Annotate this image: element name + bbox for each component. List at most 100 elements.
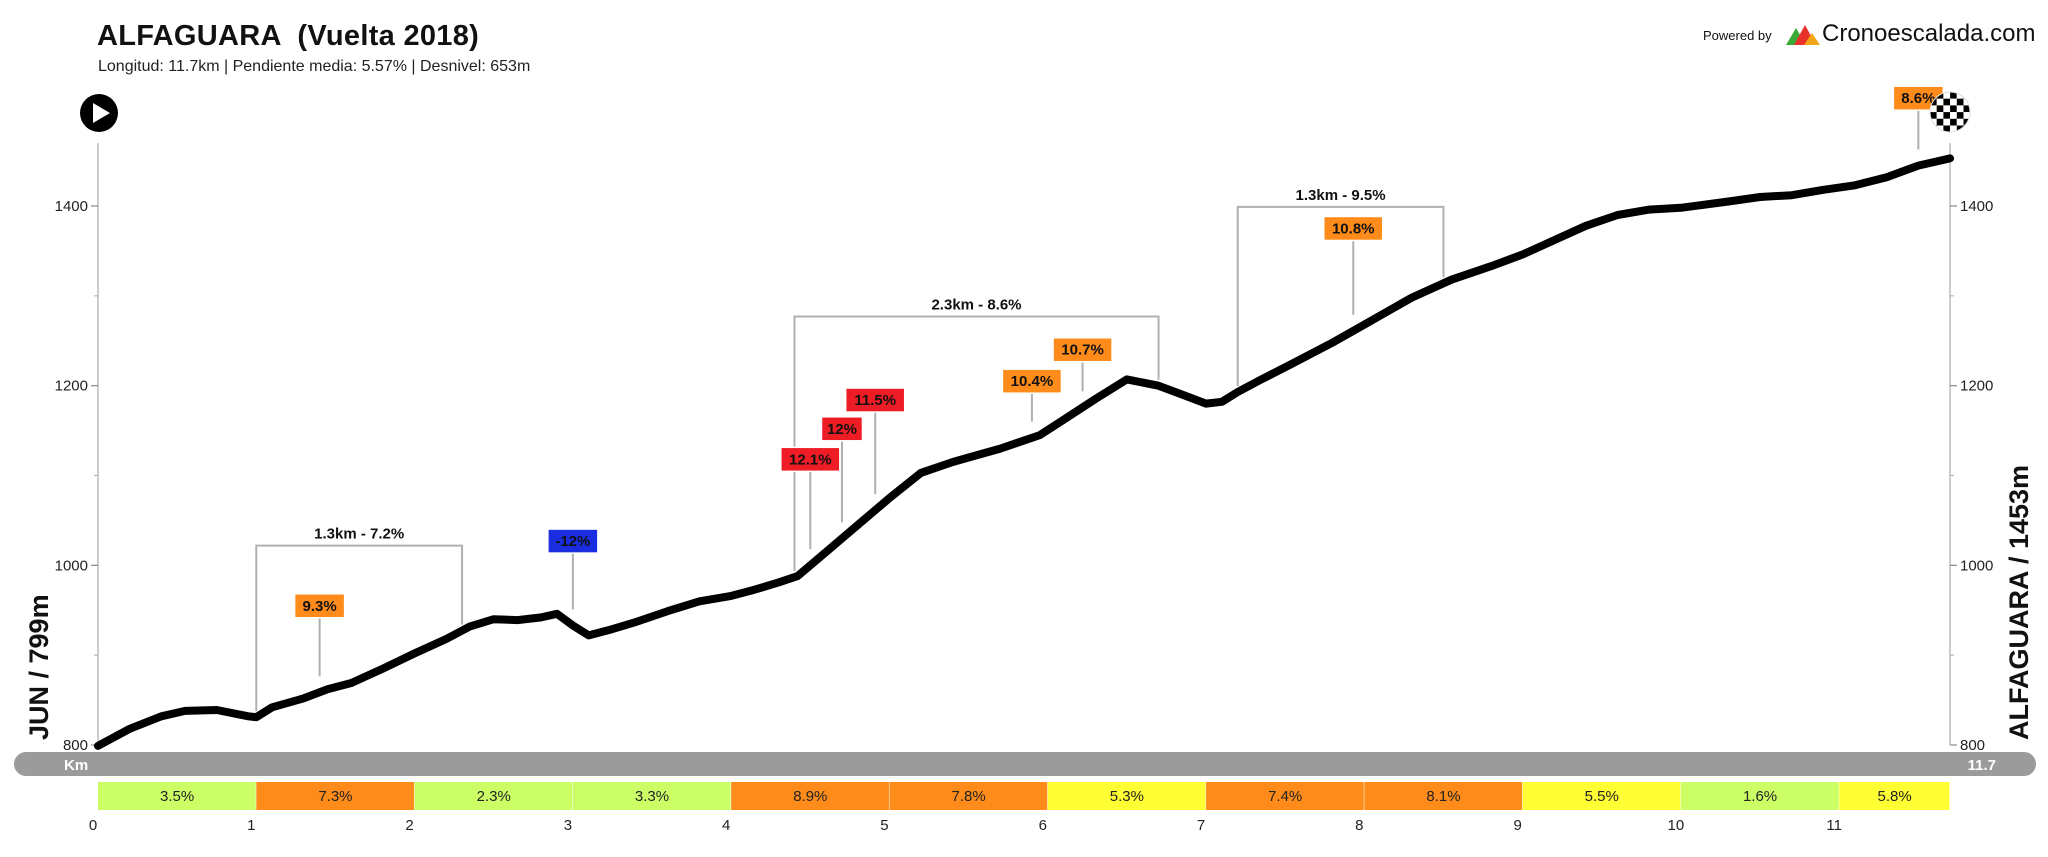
- checker-square: [1950, 125, 1957, 132]
- checker-square: [1936, 118, 1944, 126]
- start-location-label: JUN / 799m: [24, 594, 54, 740]
- grade-badge: [1001, 368, 1063, 394]
- grade-segment: [731, 782, 890, 810]
- checker-square: [1930, 112, 1937, 119]
- checker-square: [1956, 98, 1964, 106]
- checker-square: [1943, 112, 1951, 119]
- climb-bracket: [1236, 205, 1445, 386]
- checker-square: [1950, 118, 1957, 126]
- chart-subtitle: Longitud: 11.7km | Pendiente media: 5.57…: [98, 58, 531, 75]
- km-unit-label: Km: [64, 757, 88, 774]
- mountain-logo-icon: [1786, 25, 1820, 45]
- checker-square: [1936, 105, 1944, 113]
- checker-square: [1963, 98, 1970, 106]
- grade-badge: [1052, 336, 1113, 363]
- checker-square: [1950, 112, 1957, 119]
- checker-square: [1963, 112, 1970, 119]
- x-tick-label: 4: [722, 817, 730, 834]
- grade-badge-label: 10.7%: [1061, 342, 1104, 359]
- checker-square: [1943, 118, 1951, 126]
- checker-square: [1943, 105, 1951, 113]
- grade-badge-label: 10.8%: [1332, 220, 1375, 237]
- brand-link[interactable]: Cronoescalada.com: [1786, 20, 2035, 48]
- grade-badge-label: 10.4%: [1011, 373, 1054, 390]
- grade-badges: 9.3% -12% 12.1% 12% 11.5% 10.4% 10.7% 10.8% 8.6%: [293, 85, 1945, 677]
- checker-square: [1936, 98, 1944, 106]
- checker-square: [1950, 98, 1957, 106]
- checker-square: [1963, 105, 1970, 113]
- x-tick-label: 8: [1355, 817, 1363, 834]
- powered-by-label: Powered by: [1703, 28, 1772, 43]
- grade-segment: [414, 782, 573, 810]
- y-tick-label-right: 1000: [1960, 557, 1993, 574]
- checker-square: [1930, 98, 1937, 106]
- km-end-label: 11.7: [1968, 757, 1996, 774]
- grade-segment: [1206, 782, 1365, 810]
- climb-bracket-label: 2.3km - 8.6%: [931, 296, 1021, 313]
- grade-badge-label: 9.3%: [303, 598, 337, 615]
- grade-segment: [1522, 782, 1681, 810]
- grade-segment: [1839, 782, 1950, 810]
- x-tick-label: 9: [1513, 817, 1521, 834]
- grade-segment-label: 2.3%: [477, 788, 511, 805]
- checker-square: [1943, 98, 1951, 106]
- checker-square: [1930, 105, 1937, 113]
- checker-square: [1950, 92, 1957, 99]
- grade-segment: [889, 782, 1048, 810]
- grade-segment: [98, 782, 257, 810]
- grade-segment-label: 8.1%: [1426, 788, 1460, 805]
- markers: [80, 91, 1971, 133]
- climb-bracket-label: 1.3km - 7.2%: [314, 526, 404, 543]
- checker-square: [1956, 112, 1964, 119]
- x-tick-label: 2: [405, 817, 413, 834]
- grade-segments: 3.5% 7.3% 2.3% 3.3% 8.9% 7.8% 5.3% 7.4% 8.1% 5.5%…: [98, 782, 1951, 810]
- grade-badge: [293, 593, 346, 619]
- grade-badge: [780, 446, 841, 473]
- checker-square: [1936, 125, 1944, 132]
- grade-badge: [547, 528, 599, 554]
- climb-bracket-label: 1.3km - 9.5%: [1296, 187, 1386, 204]
- x-tick-label: 1: [247, 817, 255, 834]
- brand-name: Cronoescalada.com: [1822, 20, 2036, 47]
- x-tick-label: 5: [880, 817, 888, 834]
- y-tick-label-left: 1200: [55, 378, 88, 395]
- x-tick-label: 10: [1668, 817, 1685, 834]
- checker-square: [1956, 105, 1964, 113]
- checker-square: [1943, 92, 1951, 99]
- y-tick-label-right: 1400: [1960, 198, 1993, 215]
- axes: 800 800 1000 1000 1200 1200 1400 1400: [55, 143, 1993, 754]
- grade-badge-label: 8.6%: [1901, 90, 1935, 107]
- grade-badge-label: -12%: [555, 533, 590, 550]
- play-icon: [80, 94, 118, 132]
- grade-badge-label: 11.5%: [854, 392, 896, 409]
- checker-square: [1956, 118, 1964, 126]
- x-tick-label: 0: [89, 817, 97, 834]
- grade-segment: [1047, 782, 1207, 810]
- grade-segment-label: 5.8%: [1877, 788, 1911, 805]
- grade-segment-label: 5.3%: [1110, 788, 1144, 805]
- chart-title: ALFAGUARA (Vuelta 2018): [97, 20, 480, 52]
- grade-badge: [1322, 215, 1384, 242]
- y-tick-label-left: 1400: [55, 198, 88, 215]
- climb-bracket: [255, 544, 464, 712]
- checker-square: [1936, 92, 1944, 99]
- checker-square: [1950, 105, 1957, 113]
- y-tick-label-right: 800: [1960, 737, 1985, 754]
- checker-square: [1943, 125, 1951, 132]
- end-location-label: ALFAGUARA / 1453m: [2004, 465, 2034, 740]
- y-tick-label-left: 1000: [55, 557, 88, 574]
- grade-segment: [1364, 782, 1523, 810]
- elevation-profile-line: [94, 154, 1954, 750]
- x-tick-label: 7: [1197, 817, 1205, 834]
- flag-outline: [1929, 91, 1971, 133]
- checker-square: [1963, 125, 1970, 132]
- x-tick-label: 11: [1826, 817, 1842, 834]
- km-bar-background: [14, 752, 2036, 776]
- grade-segment-label: 5.5%: [1585, 788, 1619, 805]
- grade-segment: [1680, 782, 1840, 810]
- grade-badge: [820, 416, 864, 442]
- grade-badge: [844, 387, 906, 413]
- grade-segment: [572, 782, 732, 810]
- checker-square: [1930, 118, 1937, 126]
